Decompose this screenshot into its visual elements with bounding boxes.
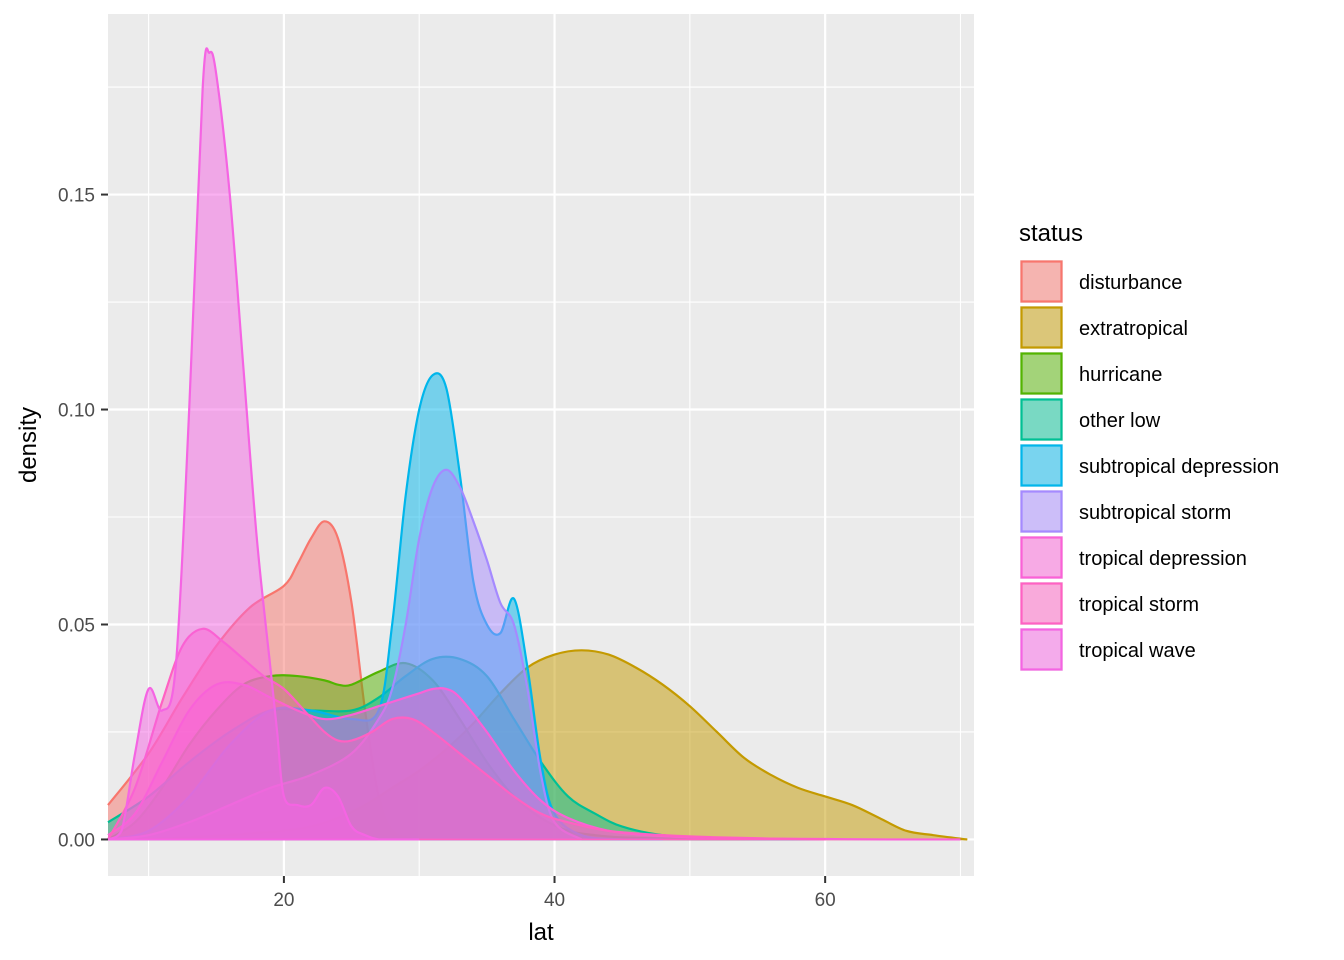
legend-key-tropical-storm	[1020, 582, 1063, 625]
legend-label-hurricane: hurricane	[1079, 364, 1162, 386]
legend-label-tropical-storm: tropical storm	[1079, 594, 1199, 616]
y-tick-label: 0.10	[58, 401, 95, 422]
legend-key-subtropical-storm	[1020, 490, 1063, 533]
x-tick-label: 60	[815, 890, 836, 911]
axis-ticks	[101, 193, 827, 883]
density-area-tropical-wave	[108, 48, 420, 840]
legend: status disturbance extratropical hurricane…	[1019, 220, 1279, 671]
legend-label-tropical-depression: tropical depression	[1079, 548, 1247, 570]
y-tick-label: 0.15	[58, 186, 95, 207]
density-series	[107, 47, 968, 841]
legend-key-hurricane	[1020, 352, 1063, 395]
x-axis-title: lat	[528, 919, 554, 946]
axis-tick-labels: 20 40 60 0.00 0.05 0.10 0.15	[58, 186, 836, 911]
legend-key-extratropical	[1020, 306, 1063, 349]
density-line-tropical-wave	[107, 47, 420, 841]
legend-key-tropical-wave	[1020, 628, 1063, 671]
legend-key-tropical-depression	[1020, 536, 1063, 579]
y-tick-label: 0.00	[58, 830, 95, 851]
density-area-tropical-storm	[108, 628, 826, 840]
legend-label-tropical-wave: tropical wave	[1079, 640, 1196, 662]
legend-label-subtropical-depression: subtropical depression	[1079, 456, 1279, 478]
legend-title: status	[1019, 220, 1083, 247]
x-tick-label: 20	[273, 890, 294, 911]
legend-label-extratropical: extratropical	[1079, 318, 1188, 340]
legend-label-disturbance: disturbance	[1079, 272, 1182, 294]
legend-key-subtropical-depression	[1020, 444, 1063, 487]
y-tick-label: 0.05	[58, 615, 95, 636]
legend-label-other-low: other low	[1079, 410, 1161, 432]
legend-key-disturbance	[1020, 260, 1063, 303]
x-tick-label: 40	[544, 890, 565, 911]
legend-key-other-low	[1020, 398, 1063, 441]
y-axis-title: density	[15, 407, 42, 483]
legend-label-subtropical-storm: subtropical storm	[1079, 502, 1231, 524]
